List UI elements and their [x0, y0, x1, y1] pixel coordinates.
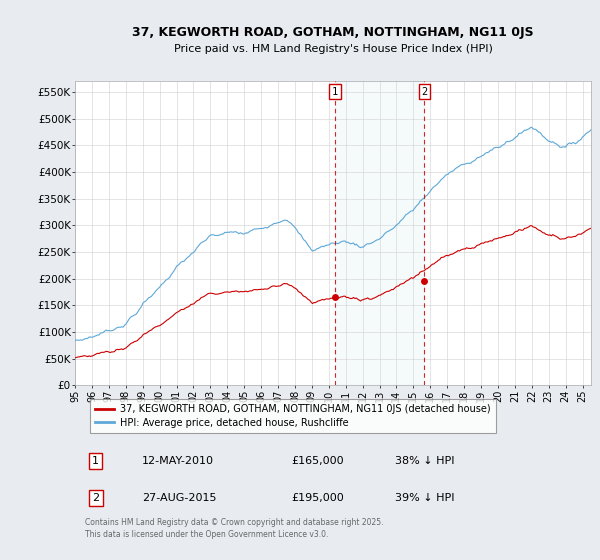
Text: Contains HM Land Registry data © Crown copyright and database right 2025.
This d: Contains HM Land Registry data © Crown c… — [85, 519, 384, 539]
Text: 37, KEGWORTH ROAD, GOTHAM, NOTTINGHAM, NG11 0JS: 37, KEGWORTH ROAD, GOTHAM, NOTTINGHAM, N… — [132, 26, 534, 39]
Text: Price paid vs. HM Land Registry's House Price Index (HPI): Price paid vs. HM Land Registry's House … — [173, 44, 493, 54]
Text: 2: 2 — [421, 87, 427, 97]
Text: £165,000: £165,000 — [292, 456, 344, 466]
Text: 2: 2 — [92, 493, 99, 503]
Text: 1: 1 — [332, 87, 338, 97]
Text: 39% ↓ HPI: 39% ↓ HPI — [395, 493, 454, 503]
Text: £195,000: £195,000 — [292, 493, 344, 503]
Text: 27-AUG-2015: 27-AUG-2015 — [142, 493, 217, 503]
Text: 38% ↓ HPI: 38% ↓ HPI — [395, 456, 454, 466]
Bar — [335, 81, 424, 385]
Text: 1: 1 — [92, 456, 99, 466]
Text: 12-MAY-2010: 12-MAY-2010 — [142, 456, 214, 466]
Legend: 37, KEGWORTH ROAD, GOTHAM, NOTTINGHAM, NG11 0JS (detached house), HPI: Average p: 37, KEGWORTH ROAD, GOTHAM, NOTTINGHAM, N… — [90, 399, 496, 433]
